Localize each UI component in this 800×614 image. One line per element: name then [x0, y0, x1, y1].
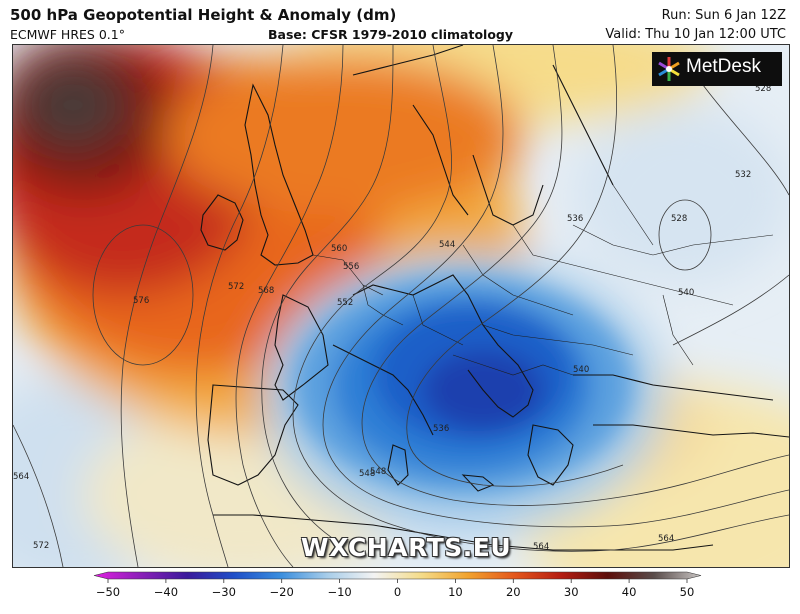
anomaly-map: 528 532 536 540 544 548 552 556 560 564 …	[12, 44, 790, 568]
height-contours	[13, 45, 789, 567]
contour-label: 572	[33, 541, 49, 551]
contour-label: 540	[678, 288, 694, 298]
contour-label: 564	[658, 534, 674, 544]
colorbar-tick-label: 50	[680, 585, 695, 599]
anomaly-shading	[13, 45, 789, 567]
contour-label: 552	[337, 298, 353, 308]
colorbar-tick-label: −10	[327, 585, 351, 599]
valid-time-label: Valid: Thu 10 Jan 12:00 UTC	[605, 27, 786, 42]
contour-label: 528	[755, 84, 771, 94]
colorbar-tick-label: 0	[394, 585, 401, 599]
metdesk-logo-text: MetDesk	[686, 56, 761, 77]
contour-label: 544	[439, 240, 455, 250]
contour-labels: 528 532 536 540 544 548 552 556 560 564 …	[13, 84, 771, 552]
contour-label: 568	[258, 286, 274, 296]
base-climatology-label: Base: CFSR 1979-2010 climatology	[268, 27, 514, 42]
colorbar-tick-label: 20	[506, 585, 521, 599]
contour-label: 564	[533, 542, 549, 552]
model-label: ECMWF HRES 0.1°	[10, 27, 125, 42]
colorbar-tick-label: −20	[270, 585, 294, 599]
contour-label: 576	[133, 296, 149, 306]
metdesk-logo	[652, 52, 782, 86]
colorbar-tick-label: 40	[622, 585, 637, 599]
coastlines	[200, 45, 789, 551]
colorbar-tick-label: 10	[448, 585, 463, 599]
wxcharts-watermark: WXCHARTS.EU	[301, 533, 512, 562]
colorbar-tick-label: −30	[212, 585, 236, 599]
colorbar-tick-label: 30	[564, 585, 579, 599]
contour-label: 564	[13, 472, 29, 482]
chart-title: 500 hPa Geopotential Height & Anomaly (d…	[10, 6, 397, 24]
colorbar: −50 −40 −30 −20 −10 0 10 20 30 40 50	[90, 570, 705, 610]
contour-label: 556	[343, 262, 359, 272]
colorbar-tick-label: −40	[154, 585, 178, 599]
colorbar-tick-label: −50	[96, 585, 120, 599]
colorbar-gradient	[93, 571, 702, 580]
contour-label: 560	[331, 244, 347, 254]
contour-label: 532	[735, 170, 751, 180]
contour-label: 548	[370, 467, 386, 477]
contour-label: 572	[228, 282, 244, 292]
run-label: Run: Sun 6 Jan 12Z	[661, 8, 786, 23]
contour-label: 540	[573, 365, 589, 375]
contour-label: 548	[359, 469, 375, 479]
metdesk-logo-icon	[658, 57, 680, 81]
country-borders	[312, 184, 774, 376]
contour-label: 536	[433, 424, 449, 434]
contour-label: 528	[671, 214, 687, 224]
contour-label: 536	[567, 214, 583, 224]
